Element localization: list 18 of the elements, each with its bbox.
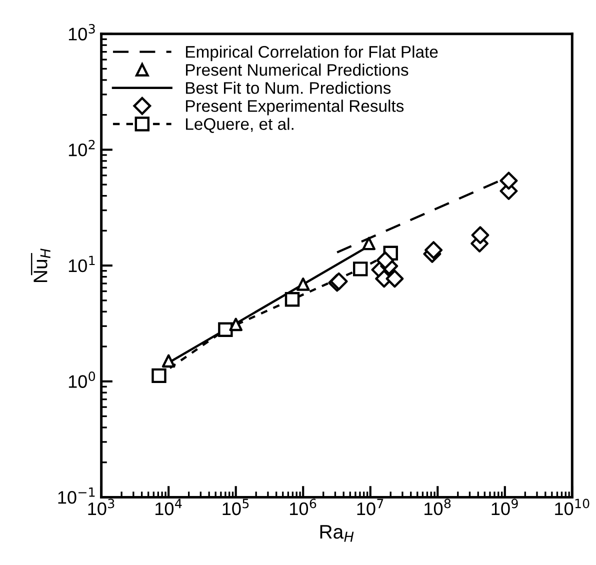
legend-label: Present Numerical Predictions [186,64,408,76]
y-axis-title: N̅u̅$_{H}$ [30,248,50,282]
x-tick-label: 10$^{6}$ [290,498,316,516]
y-tick-label: 10$^{2}$ [68,140,95,156]
x-tick-label: 10$^{7}$ [357,498,384,516]
legend-label: Best Fit to Num. Predictions [186,82,391,94]
y-tick-label: 10$^{3}$ [68,24,95,40]
y-tick-label: 10$^{0}$ [68,371,96,388]
x-tick-label: 10$^{9}$ [492,498,518,516]
legend-label: Empirical Correlation for Flat Plate [186,46,438,62]
x-tick-label: 10$^{5}$ [222,498,249,516]
legend-label: Present Experimental Results [186,100,404,116]
y-tick-label: 10$^{1}$ [68,256,95,272]
x-axis-title: Ra$_{H}$ [320,525,354,542]
x-tick-label: 10$^{4}$ [156,498,182,516]
x-tick-label: 10$^{8}$ [424,498,451,516]
x-tick-label: 10$^{10}$ [555,498,590,516]
legend-label: LeQuere, et al. [186,118,294,133]
